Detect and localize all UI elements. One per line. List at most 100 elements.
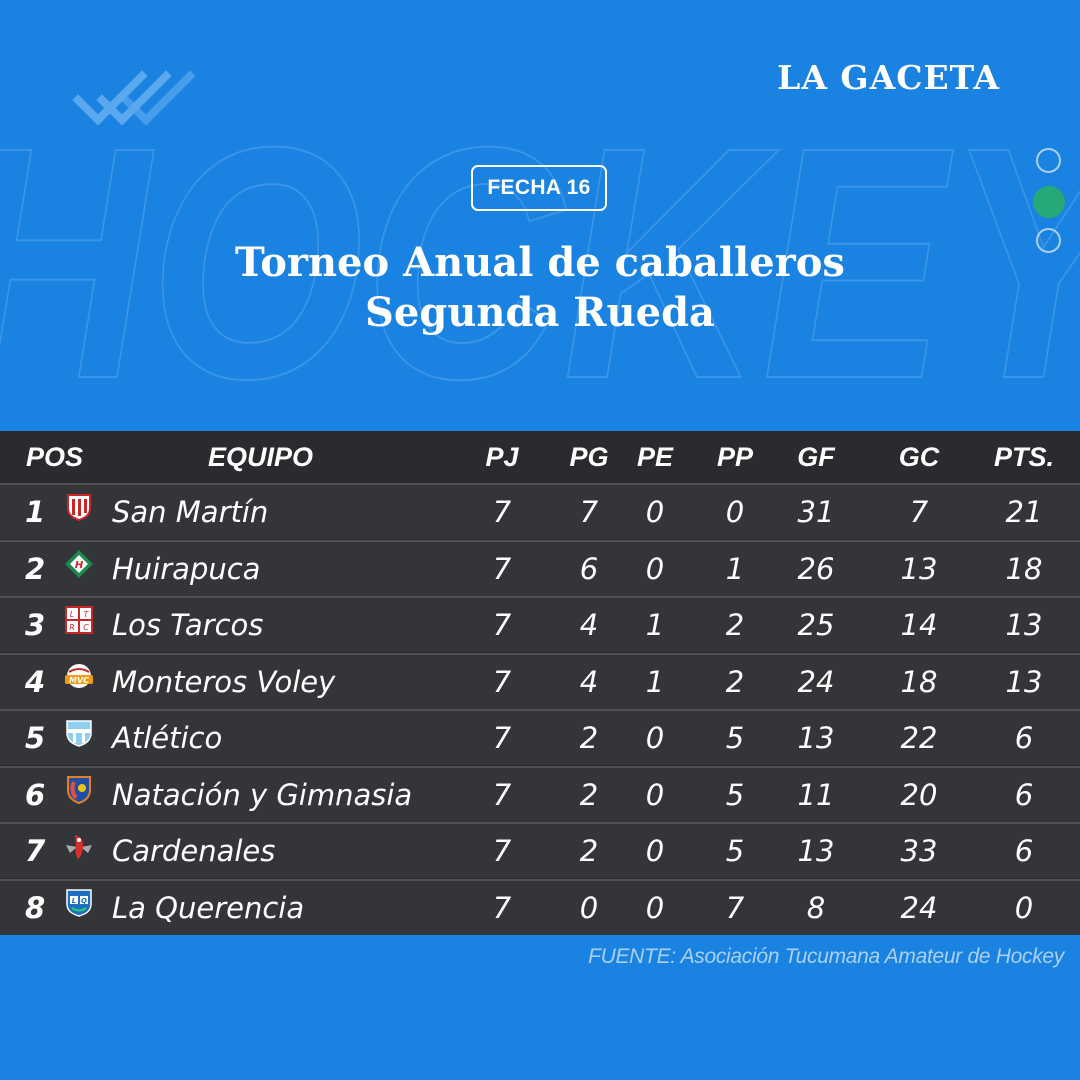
svg-text:MVC: MVC [69,676,89,685]
cell-pp: 1 [725,551,745,586]
header-gf: GF [797,442,835,472]
pager-dots [1033,148,1065,266]
cell-gf: 24 [797,664,835,699]
cell-pj: 7 [492,721,512,755]
pager-dot-3[interactable] [1036,228,1061,253]
page-subtitle: Segunda Rueda [365,289,715,336]
cell-equipo: Huirapuca [112,551,261,586]
cell-pp: 5 [725,834,745,868]
cell-pos: 2 [25,551,46,586]
cell-pj: 7 [492,608,512,642]
cell-pe: 0 [645,551,665,586]
cell-gc: 7 [909,495,929,529]
cell-pg: 2 [579,721,599,755]
cell-pe: 1 [645,608,665,642]
team-logo-icon [64,711,94,747]
cell-pp: 5 [725,721,745,755]
table-row: 7 Cardenales 7 2 0 5 13 33 6 [0,822,1080,878]
cell-pos: 4 [25,664,46,699]
cell-pts: 6 [1014,834,1034,868]
cell-gc: 20 [900,777,938,812]
team-logo-icon [64,824,94,859]
cell-pos: 6 [25,777,46,812]
svg-text:R: R [69,623,75,632]
header-gc: GC [898,442,940,472]
cell-pp: 5 [725,777,745,812]
cell-pts: 0 [1014,890,1034,925]
header-pts: PTS. [993,442,1054,472]
cell-pg: 0 [579,890,599,925]
cell-pg: 6 [579,551,599,586]
svg-text:T: T [84,610,90,619]
cell-gf: 13 [797,721,835,755]
cell-pp: 2 [725,608,745,642]
table-row: 2 H Huirapuca 7 6 0 1 26 13 18 [0,539,1080,596]
cell-gc: 14 [900,608,938,642]
cell-pj: 7 [492,890,512,925]
cell-gc: 13 [900,551,938,586]
svg-text:C: C [83,623,89,632]
svg-text:L: L [70,610,74,619]
page-title: Torneo Anual de caballeros [235,239,845,286]
cell-equipo: Natación y Gimnasia [112,777,413,812]
cell-gf: 26 [797,551,835,586]
team-logo-icon: MVC [64,655,94,688]
cell-pg: 2 [579,777,599,812]
cell-pg: 4 [579,664,599,699]
cell-equipo: Los Tarcos [112,608,264,642]
svg-text:L: L [72,897,76,905]
source-note: FUENTE: Asociación Tucumana Amateur de H… [588,945,1064,968]
cell-pe: 0 [645,721,665,755]
cell-gf: 31 [797,495,835,529]
cell-pe: 1 [645,664,665,699]
table-row: 8 L Q La Querencia 7 0 0 7 8 24 0 [0,878,1080,935]
cell-pg: 7 [579,495,599,529]
header-pg: PG [569,442,609,472]
cell-gf: 11 [797,777,835,812]
cell-pp: 7 [725,890,745,925]
fecha-badge: FECHA 16 [471,165,607,211]
cell-pe: 0 [645,777,665,812]
cell-pts: 18 [1005,551,1043,586]
header-pe: PE [636,442,674,472]
cell-equipo: La Querencia [112,890,305,925]
cell-gc: 24 [900,890,938,925]
checkmark-decoration-icon [72,70,196,126]
cell-pos: 8 [25,890,46,925]
team-logo-icon [64,485,94,522]
header-pj: PJ [485,442,519,472]
cell-gf: 8 [806,890,826,925]
standings-table: POS EQUIPO PJ PG PE PP GF GC PTS. 1 San M… [0,431,1080,935]
cell-pe: 0 [645,890,665,925]
cell-equipo: Monteros Voley [112,664,336,699]
header-equipo: EQUIPO [208,442,314,472]
cell-gc: 33 [900,834,938,868]
table-row: 4 MVC Monteros Voley 7 4 1 2 24 18 13 [0,652,1080,709]
svg-text:Q: Q [81,897,87,905]
table-row: 5 Atlético 7 2 0 5 13 22 6 [0,709,1080,765]
cell-pj: 7 [492,551,512,586]
cell-pos: 1 [25,495,46,529]
table-header: POS EQUIPO PJ PG PE PP GF GC PTS. [0,431,1080,483]
cell-pp: 0 [725,495,745,529]
cell-pos: 7 [25,834,46,868]
header-pp: PP [716,442,754,472]
cell-pts: 21 [1005,495,1043,529]
pager-dot-1[interactable] [1036,148,1061,173]
cell-gf: 13 [797,834,835,868]
pager-dot-2-active[interactable] [1033,186,1065,218]
team-logo-icon [64,768,94,804]
cell-pts: 6 [1014,721,1034,755]
team-logo-icon: H [64,542,94,578]
cell-pj: 7 [492,834,512,868]
cell-pg: 2 [579,834,599,868]
cell-pts: 13 [1005,664,1043,699]
cell-pos: 5 [25,721,46,755]
cell-gc: 22 [900,721,938,755]
table-row: 6 Natación y Gimnasia 7 2 0 5 11 20 6 [0,765,1080,822]
cell-pj: 7 [492,495,512,529]
cell-equipo: Atlético [112,721,223,755]
cell-equipo: Cardenales [112,834,276,868]
cell-pj: 7 [492,664,512,699]
